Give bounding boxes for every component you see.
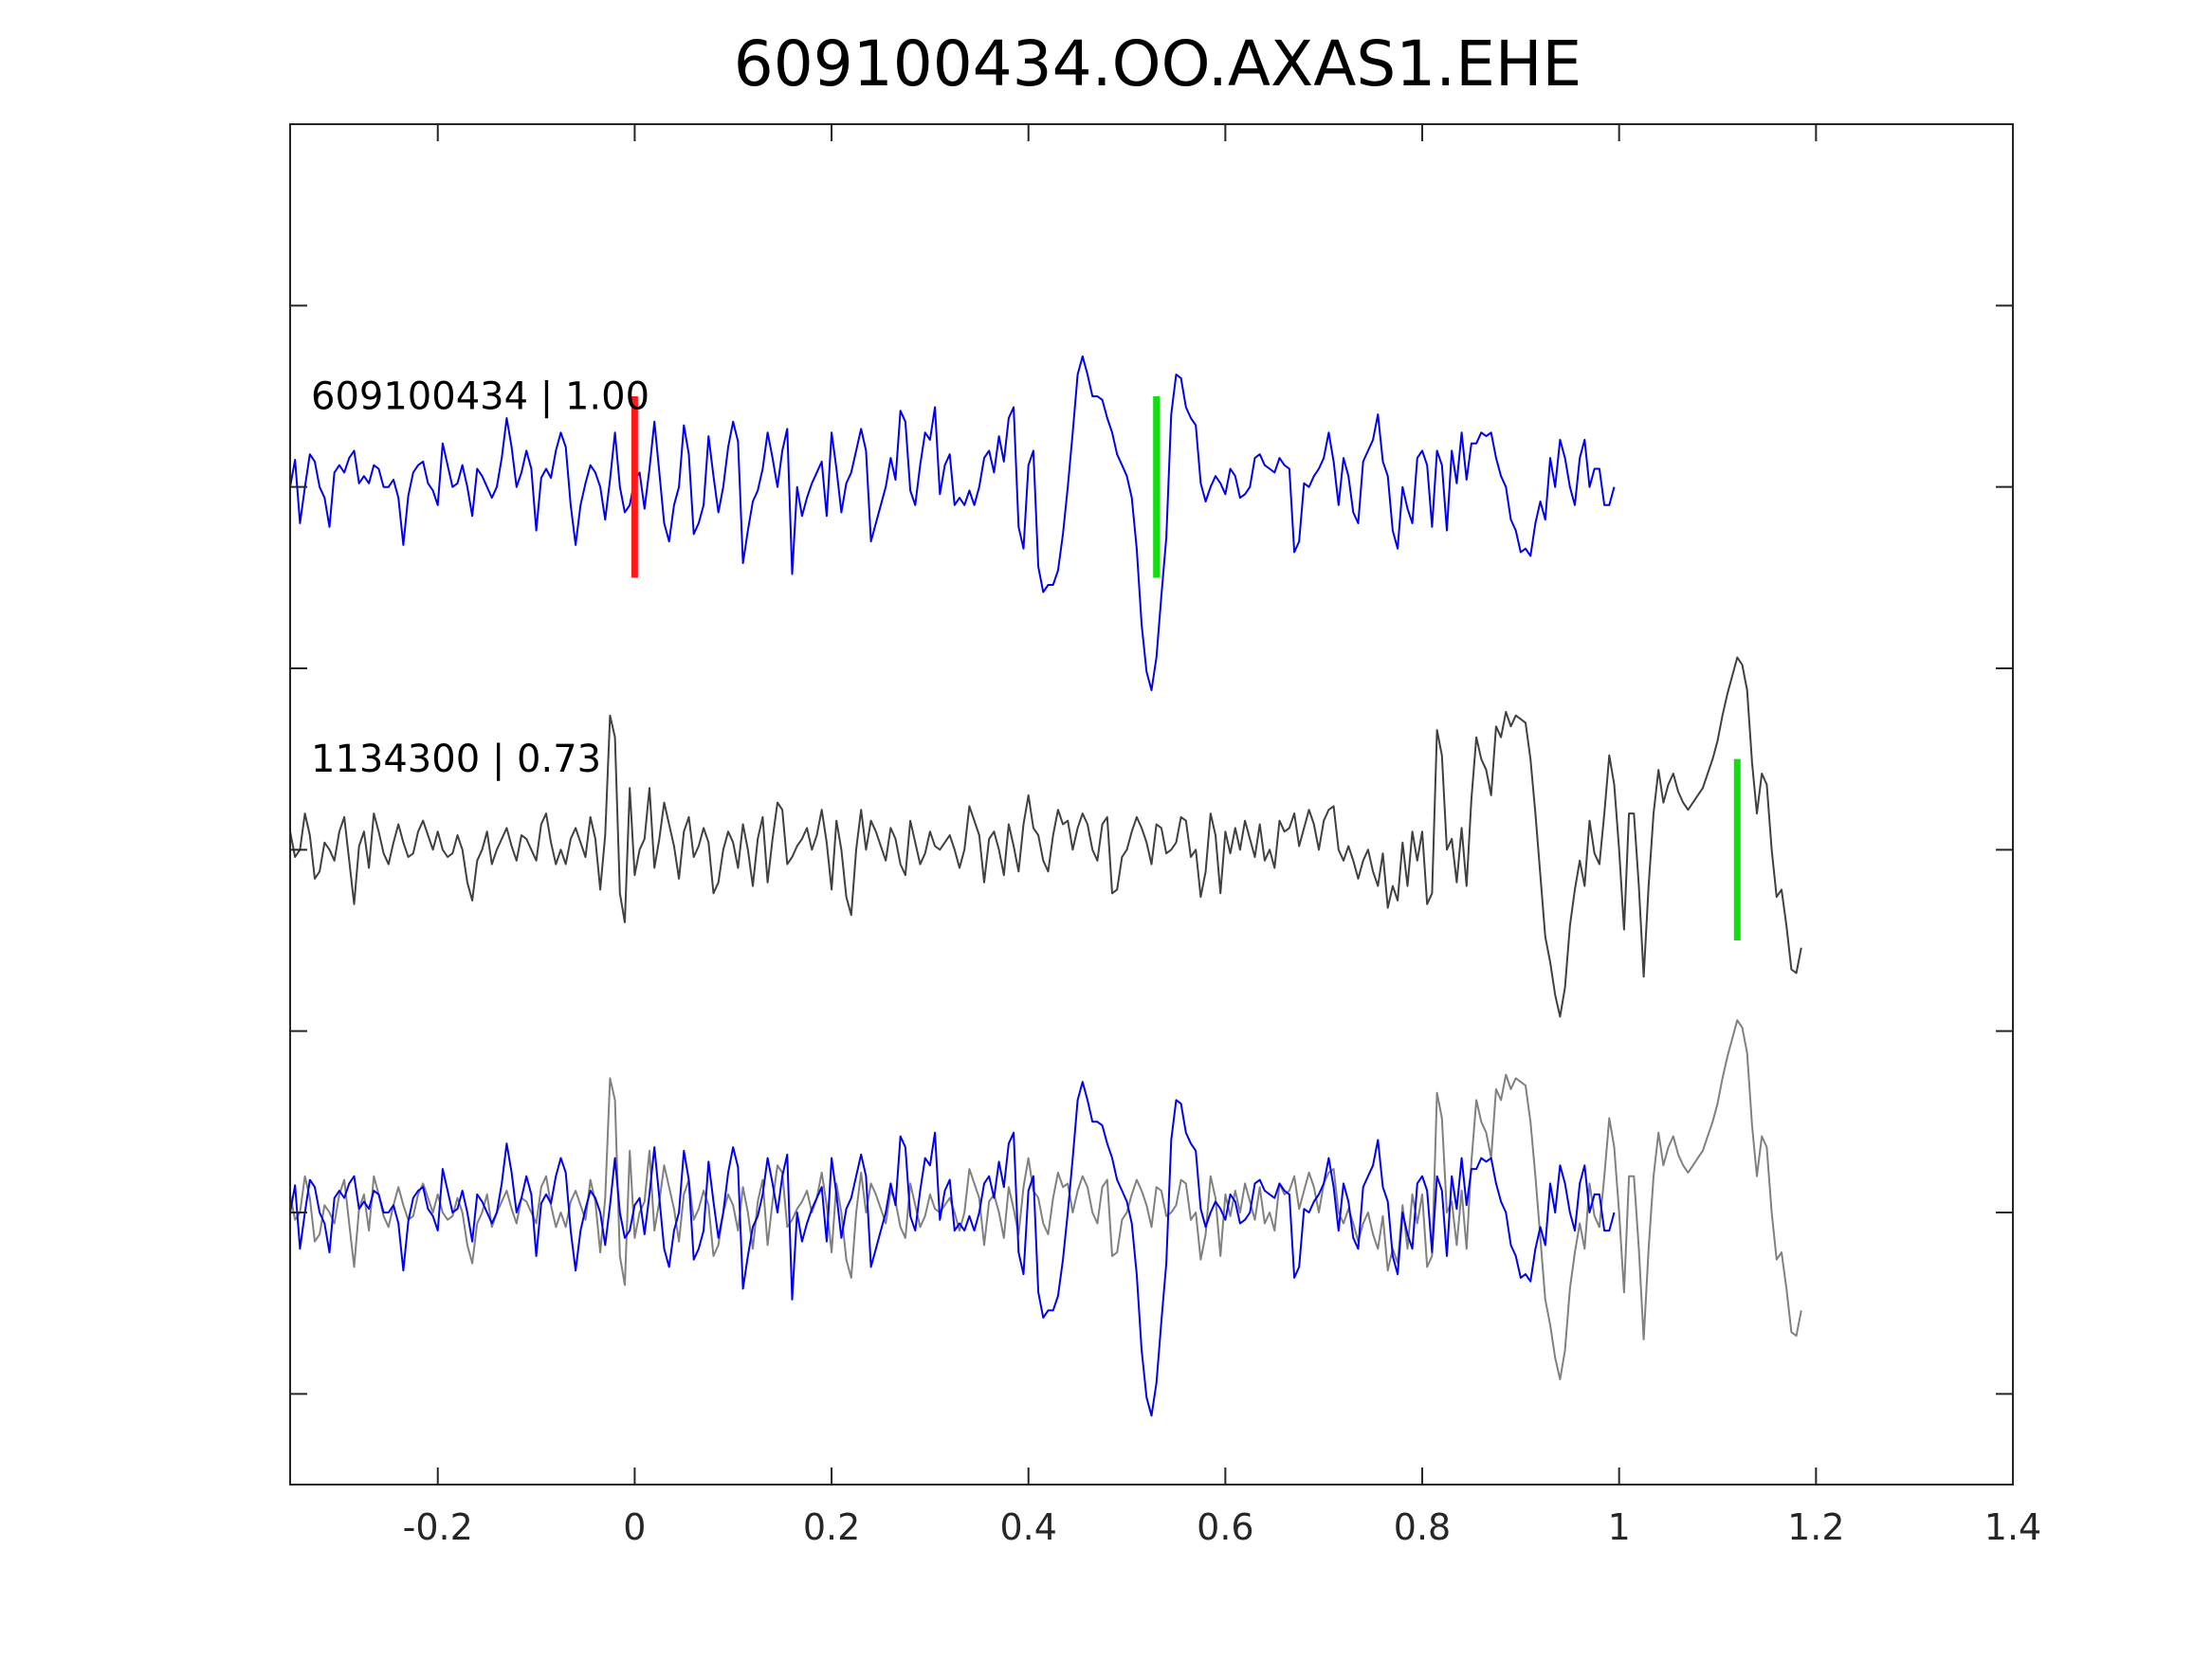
x-tick-label-4: 0.6: [1197, 1506, 1253, 1548]
traces-layer: [289, 355, 1802, 1417]
x-tick-label-5: 0.8: [1394, 1506, 1451, 1548]
overlay-line-1: [289, 1019, 1802, 1380]
trace-line-0: [289, 355, 1616, 691]
x-tick-label-0: -0.2: [403, 1506, 473, 1548]
trace-labels-layer: 609100434 | 1.00 1134300 | 0.73: [311, 374, 649, 781]
x-tick-label-6: 1: [1608, 1506, 1631, 1548]
ticks-layer: -0.2 0 0.2 0.4 0.6 0.8 1 1.2 1.4: [290, 124, 2041, 1548]
x-tick-label-3: 0.4: [999, 1506, 1056, 1548]
picks-layer: [631, 396, 1741, 940]
trace-label-1: 1134300 | 0.73: [311, 738, 601, 781]
x-tick-label-8: 1.4: [1984, 1506, 2041, 1548]
chart-title: 609100434.OO.AXAS1.EHE: [734, 27, 1582, 100]
overlay-line-0: [289, 1081, 1616, 1417]
trace-label-0: 609100434 | 1.00: [311, 374, 649, 418]
plot-area: [290, 124, 2013, 1485]
trace-line-1: [289, 656, 1802, 1018]
x-tick-label-2: 0.2: [803, 1506, 860, 1548]
x-tick-label-7: 1.2: [1787, 1506, 1844, 1548]
x-tick-label-1: 0: [623, 1506, 646, 1548]
axes-frame: [289, 123, 2014, 1486]
